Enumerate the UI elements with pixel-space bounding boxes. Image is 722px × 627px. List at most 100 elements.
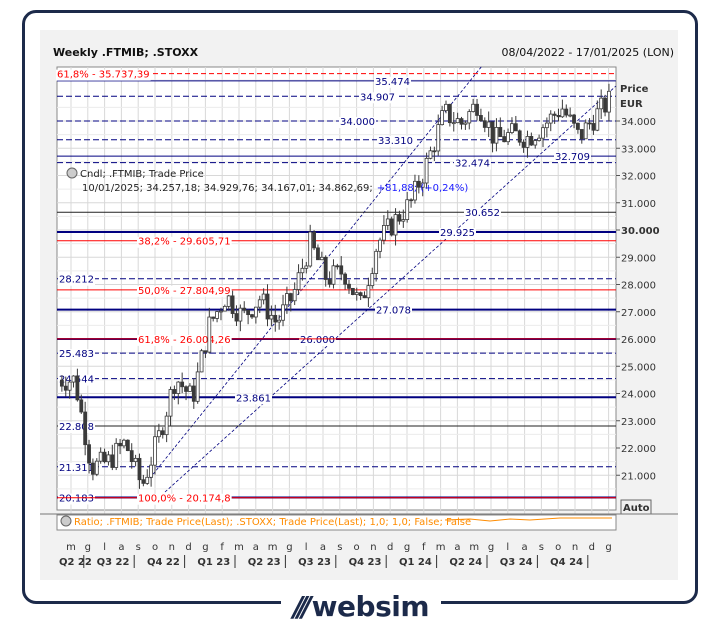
level-label-bg — [235, 393, 272, 405]
candle-body — [281, 304, 285, 321]
candle-body — [63, 385, 68, 391]
ratio-legend: Ratio; .FTMIB; Trade Price(Last); .STOXX… — [74, 517, 471, 528]
level-label: 26.000 — [300, 335, 335, 346]
level-label-bg — [58, 274, 95, 286]
candle-body — [432, 150, 437, 153]
x-month-label: m — [436, 542, 446, 553]
candle-body — [269, 314, 274, 320]
x-month-label: s — [136, 542, 141, 553]
level-label-bg — [299, 335, 336, 346]
candle-body — [354, 292, 359, 295]
candle-body — [482, 120, 487, 128]
level-label-bg — [554, 152, 591, 164]
level-label-bg — [439, 228, 476, 240]
fibonacci-label: 61,8% - 35.737,39 — [57, 70, 150, 81]
candle-body — [490, 121, 495, 144]
candle-body — [316, 247, 320, 261]
candle-body — [118, 442, 122, 447]
fibonacci-label-bg — [137, 236, 232, 248]
x-quarter-label: Q1 23 — [197, 557, 230, 568]
x-month-label: g — [85, 542, 91, 553]
candle-body — [366, 285, 371, 299]
clock-icon — [66, 167, 78, 179]
candle-body — [447, 103, 452, 124]
candle-body — [87, 444, 91, 464]
candle-body — [288, 293, 293, 302]
candle-body — [595, 108, 600, 131]
level-label: 21.311 — [59, 463, 94, 474]
candle-body — [242, 307, 247, 311]
candle-body — [362, 295, 367, 299]
y-tick-label: 27.000 — [621, 308, 656, 319]
x-month-label: s — [539, 542, 544, 553]
candle-body — [253, 306, 258, 318]
candle-body — [273, 314, 278, 323]
candle-body — [548, 113, 553, 124]
candle-body — [312, 231, 316, 249]
level-label: 27.078 — [376, 306, 411, 317]
candle-body — [599, 97, 604, 110]
candle-body — [184, 386, 188, 392]
level-label-bg — [377, 135, 414, 147]
candle-body — [79, 399, 84, 413]
candle-body — [59, 379, 64, 387]
price-axis-label: Price — [620, 84, 649, 95]
fibonacci-label-bg — [137, 334, 232, 346]
candle-body — [339, 265, 344, 275]
x-quarter-label: Q4 24 — [550, 557, 583, 568]
candle-body — [401, 219, 406, 222]
fibonacci-label: 61,8% - 26.004,26 — [138, 335, 231, 346]
candle-body — [529, 136, 534, 146]
x-quarter-label: Q2 23 — [248, 557, 281, 568]
candle-body — [579, 129, 584, 140]
candle-body — [479, 115, 483, 122]
level-label-bg — [374, 76, 411, 88]
level-label-bg — [58, 349, 95, 361]
candle-body — [358, 292, 363, 297]
x-month-label: l — [305, 542, 308, 553]
candle-body — [413, 180, 417, 201]
x-month-label: m — [268, 542, 278, 553]
y-tick-label: 26.000 — [621, 335, 656, 346]
candle-body — [374, 250, 379, 274]
x-month-label: d — [185, 542, 191, 553]
level-label-bg — [454, 158, 491, 170]
level-label: 28.212 — [59, 275, 94, 286]
candle-body — [172, 389, 177, 394]
candle-body — [471, 103, 476, 112]
candle-body — [164, 415, 169, 436]
candle-body — [455, 118, 460, 124]
candle-body — [459, 118, 464, 125]
trend-channel-upper — [149, 65, 483, 479]
candle-body — [576, 122, 580, 130]
level-label-bg — [375, 305, 412, 317]
level-label-bg — [359, 92, 396, 104]
level-label: 33.310 — [378, 136, 413, 147]
candle-body — [343, 273, 348, 285]
candle-body — [603, 97, 607, 113]
candle-body — [304, 265, 309, 269]
candle-body — [552, 113, 557, 116]
x-month-label: a — [253, 542, 259, 553]
candle-body — [296, 272, 301, 290]
candle-body — [463, 122, 468, 125]
x-month-label: l — [103, 542, 106, 553]
fibonacci-label-bg — [56, 69, 151, 81]
candle-body — [451, 122, 456, 125]
candle-body — [389, 218, 394, 236]
x-month-label: d — [589, 542, 595, 553]
candle-body — [428, 150, 433, 159]
x-month-label: m — [234, 542, 244, 553]
websim-logo-icon: /// — [292, 590, 312, 623]
x-month-label: n — [572, 542, 578, 553]
y-tick-label: 21.000 — [621, 471, 656, 482]
candle-body — [114, 442, 119, 468]
level-label: 34.907 — [360, 92, 395, 103]
candle-body — [347, 283, 351, 289]
candle-body — [335, 265, 340, 268]
currency-label: EUR — [620, 99, 643, 110]
candle-body — [440, 110, 445, 126]
candle-body — [265, 293, 270, 320]
x-month-label: g — [404, 542, 410, 553]
